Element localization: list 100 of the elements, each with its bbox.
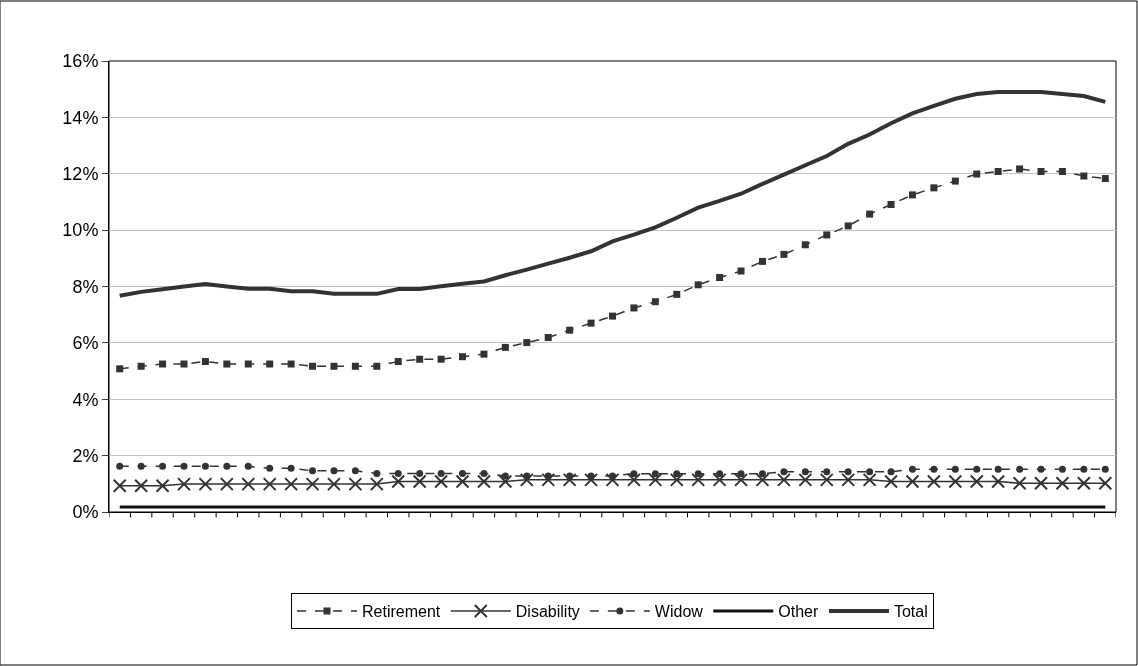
point [326,477,341,492]
point [951,177,959,185]
point [180,462,188,470]
point [155,478,170,493]
point [137,362,145,370]
point [887,200,895,208]
point [630,470,638,478]
point [673,470,681,478]
point [112,478,127,493]
point [180,360,188,368]
point [198,477,213,492]
point [973,465,981,473]
point [351,467,359,475]
point [951,465,959,473]
point [1016,465,1024,473]
point [584,472,599,487]
point [716,273,724,281]
point [1016,165,1024,173]
point [544,472,552,480]
point [755,472,770,487]
point [523,339,531,347]
point [908,465,916,473]
legend-label: Disability [515,603,580,621]
point [159,360,167,368]
point [991,474,1006,489]
point [284,477,299,492]
point [908,191,916,199]
point [1037,168,1045,175]
point [137,462,145,470]
y-tick-label: 2% [72,445,99,466]
point [1037,465,1045,473]
point [305,477,320,492]
point [262,477,277,492]
y-tick-label: 14% [62,107,99,128]
point [605,472,620,487]
point [541,472,556,487]
point [1098,476,1113,491]
point [266,360,274,368]
point [994,465,1002,473]
point [480,350,488,358]
point [412,474,427,489]
point [201,357,209,365]
point [501,472,509,480]
point [266,464,274,472]
point [1058,168,1066,175]
point [651,470,659,478]
point [691,472,706,487]
point [351,362,359,370]
point [523,472,531,480]
point [394,469,402,477]
point [330,362,338,370]
point [459,353,467,361]
point [1076,476,1091,491]
point [437,355,445,363]
point [566,472,574,480]
point [562,472,577,487]
point [373,362,381,370]
point [116,462,124,470]
y-tick-label: 10% [62,220,99,241]
legend-label: Other [778,603,819,621]
point [819,472,834,487]
point [648,472,663,487]
y-tick-label: 8% [72,276,99,297]
point [519,472,534,487]
point [1034,476,1049,491]
y-tick-label: 4% [72,389,99,410]
point [287,360,295,368]
point [758,257,766,265]
point [801,241,809,249]
point [309,467,317,475]
legend-label: Widow [654,603,704,621]
point [973,170,981,178]
point [798,472,813,487]
point [1101,465,1109,473]
point [501,343,509,351]
point [737,267,745,275]
point [994,168,1002,175]
point [373,469,381,477]
legend-label: Total [893,603,928,621]
point [416,355,424,363]
point [694,470,702,478]
point [630,304,638,312]
y-tick-label: 0% [72,502,99,523]
point [416,469,424,477]
y-tick-label: 6% [72,333,99,354]
point [930,184,938,192]
point [758,470,766,478]
point [244,360,252,368]
point [434,474,449,489]
point [437,469,445,477]
point [223,462,231,470]
y-tick-label: 16% [62,51,99,72]
point [498,474,513,489]
point [1101,175,1109,183]
point [391,474,406,489]
point [330,467,338,475]
point [712,472,727,487]
point [309,362,317,370]
point [926,474,941,489]
point [1012,476,1027,491]
